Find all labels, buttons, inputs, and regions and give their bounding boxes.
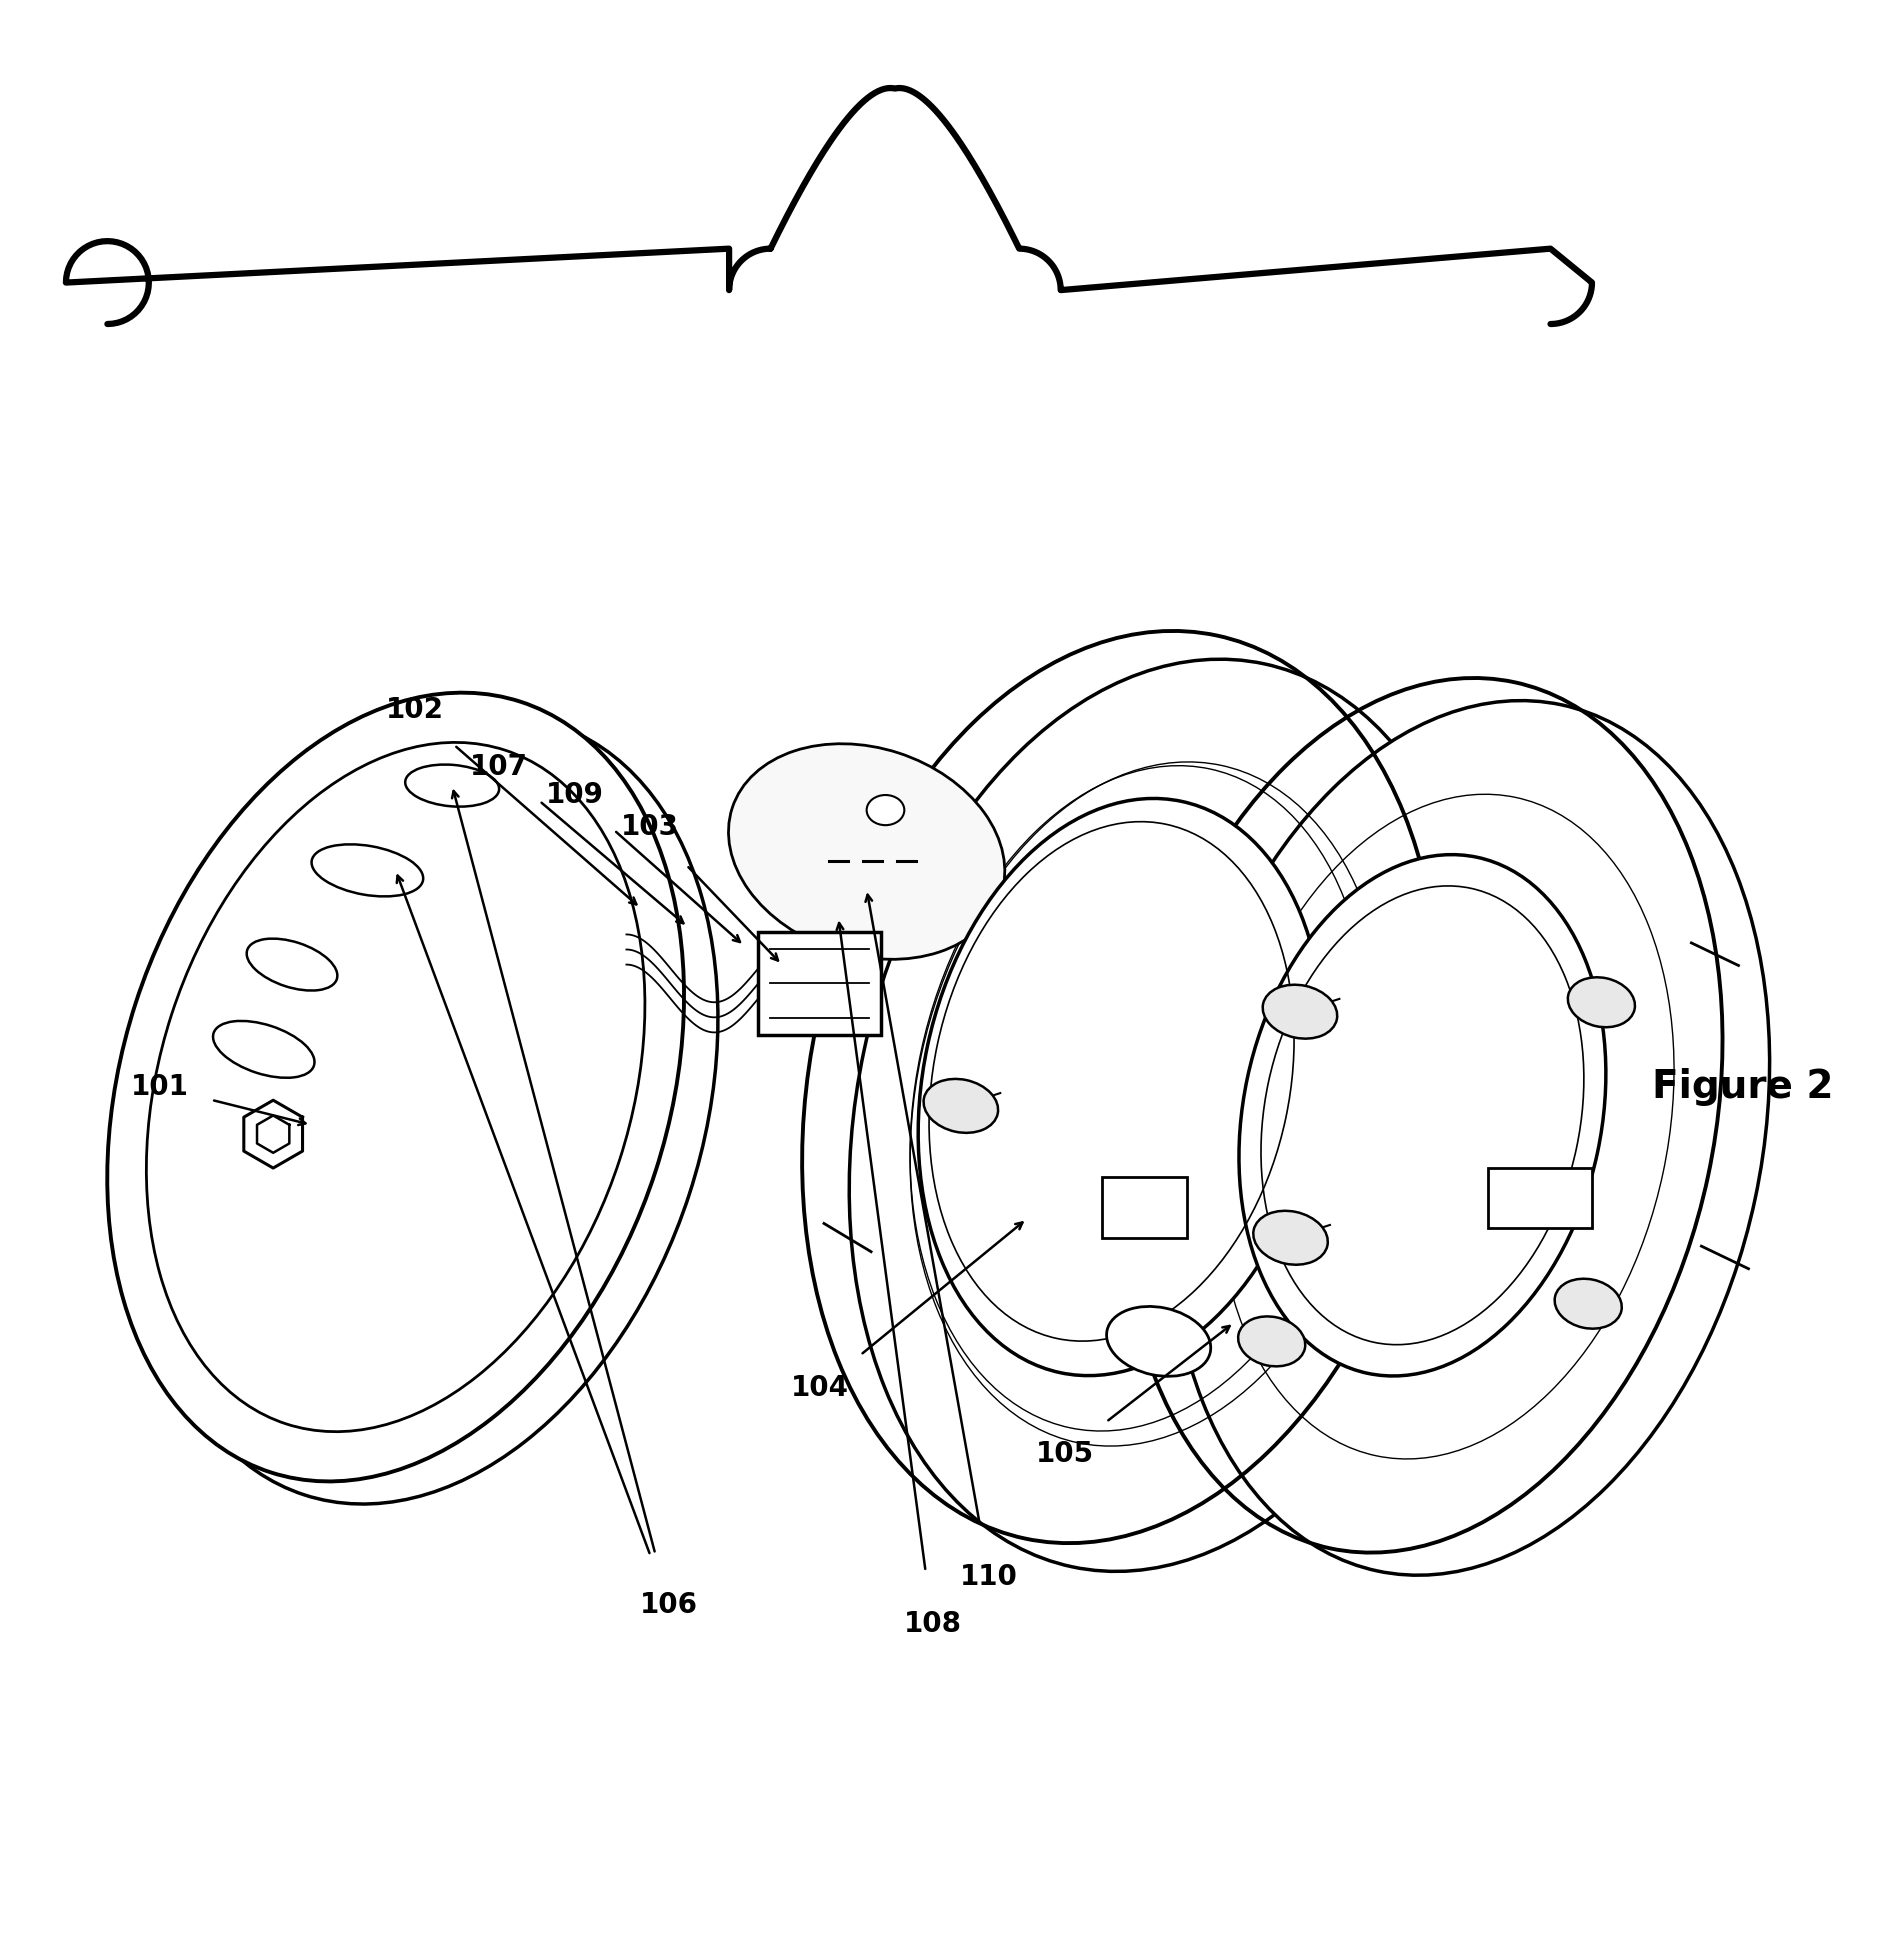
Ellipse shape [147, 742, 644, 1432]
Text: 110: 110 [961, 1562, 1017, 1592]
Ellipse shape [1567, 978, 1635, 1027]
Ellipse shape [918, 799, 1324, 1375]
Ellipse shape [850, 658, 1486, 1572]
Ellipse shape [729, 744, 1004, 958]
Text: 106: 106 [641, 1592, 697, 1619]
Text: 105: 105 [1036, 1440, 1093, 1469]
Text: 109: 109 [546, 781, 603, 808]
Bar [757, 931, 880, 1034]
Ellipse shape [247, 939, 337, 990]
Bar [1102, 1177, 1187, 1237]
Ellipse shape [923, 1079, 999, 1134]
Ellipse shape [1262, 986, 1338, 1038]
Text: 108: 108 [904, 1609, 961, 1638]
Text: 101: 101 [132, 1073, 188, 1101]
Ellipse shape [1106, 1307, 1211, 1377]
Text: 102: 102 [386, 695, 443, 725]
Text: 104: 104 [791, 1375, 848, 1403]
Ellipse shape [405, 764, 499, 806]
Ellipse shape [1554, 1278, 1622, 1329]
Text: 107: 107 [471, 752, 528, 781]
Text: Figure 2: Figure 2 [1652, 1068, 1833, 1106]
Ellipse shape [1170, 701, 1769, 1576]
Text: 103: 103 [622, 812, 678, 842]
Ellipse shape [1240, 855, 1605, 1375]
Ellipse shape [1238, 1317, 1306, 1366]
Bar [1488, 1169, 1592, 1229]
Ellipse shape [311, 843, 424, 896]
Ellipse shape [107, 693, 684, 1480]
Ellipse shape [867, 795, 904, 826]
Ellipse shape [1253, 1212, 1328, 1264]
Ellipse shape [141, 715, 718, 1504]
Ellipse shape [213, 1021, 315, 1077]
